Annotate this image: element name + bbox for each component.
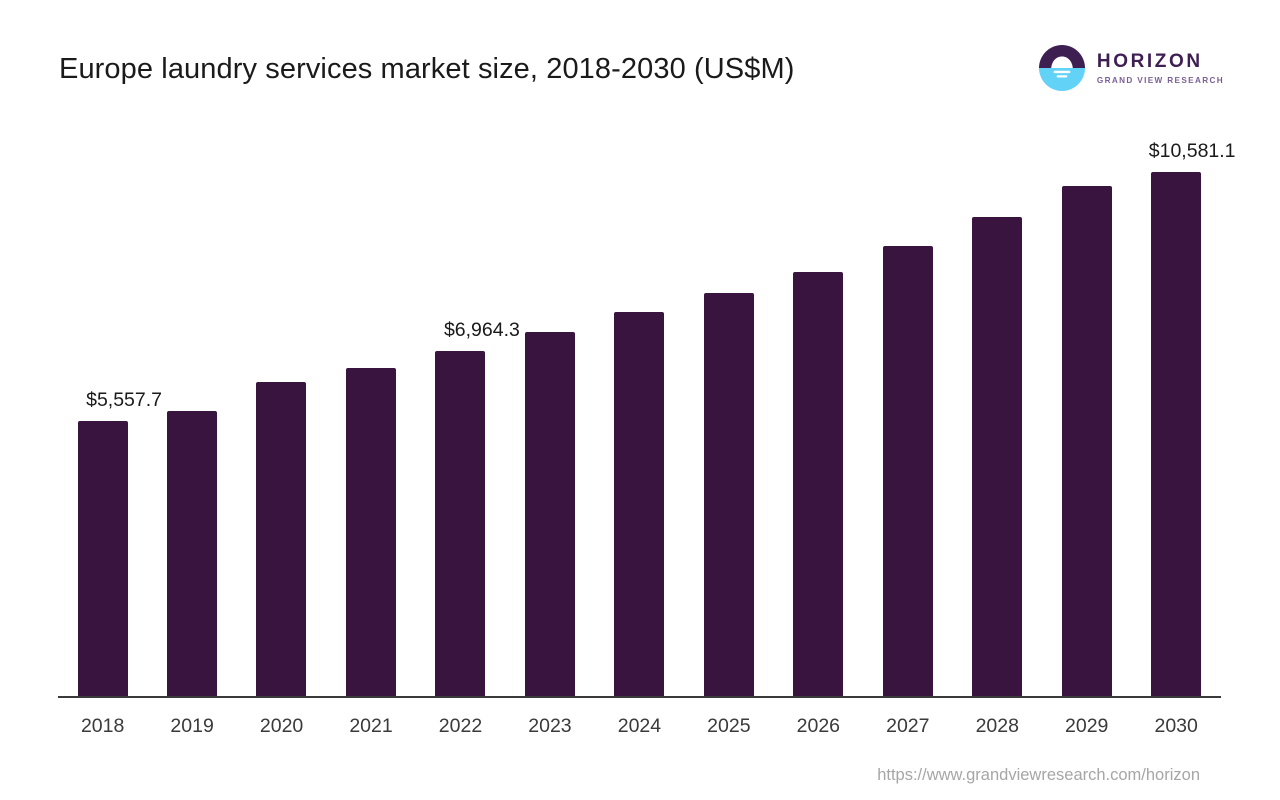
bar[interactable]	[166, 411, 217, 696]
brand-wordmark: HORIZON GRAND VIEW RESEARCH	[1097, 50, 1224, 87]
bar[interactable]	[614, 312, 665, 696]
x-axis-line	[58, 696, 1221, 698]
x-tick-2022: 2022	[438, 715, 483, 737]
bar-slot	[1042, 118, 1131, 696]
source-url: https://www.grandviewresearch.com/horizo…	[877, 766, 1200, 784]
bar-value-label: $10,581.1	[1148, 140, 1236, 162]
bar[interactable]	[793, 272, 844, 696]
bar-slot	[237, 118, 326, 696]
bar-slot	[595, 118, 684, 696]
x-tick-2021: 2021	[349, 715, 393, 737]
bar[interactable]	[256, 382, 307, 696]
bar[interactable]	[703, 293, 754, 696]
x-axis-tick-labels: 2018 2019 2020 2021 2022 2023 2024 2025 2026 2027…	[58, 712, 1221, 740]
bar[interactable]	[972, 217, 1023, 696]
bar-slot	[863, 118, 952, 696]
bar-slot	[505, 118, 594, 696]
horizon-sun-circle-icon	[1038, 44, 1086, 92]
bar-value-label: $5,557.7	[86, 389, 162, 411]
bar[interactable]	[1061, 186, 1112, 696]
x-tick-2025: 2025	[707, 715, 751, 737]
x-tick-2027: 2027	[886, 715, 930, 737]
x-tick-2020: 2020	[259, 715, 304, 737]
bar[interactable]	[1151, 172, 1202, 696]
bar-slot: $6,964.3	[416, 118, 520, 696]
bar[interactable]	[435, 351, 486, 696]
x-tick-2019: 2019	[170, 715, 214, 737]
x-tick-2030: 2030	[1154, 715, 1198, 737]
page-title: Europe laundry services market size, 201…	[59, 53, 795, 85]
bar[interactable]	[524, 332, 575, 696]
bar-slot: $5,557.7	[58, 118, 162, 696]
x-tick-2023: 2023	[528, 715, 572, 737]
bar[interactable]	[77, 421, 128, 696]
bar-slot	[774, 118, 863, 696]
x-tick-2028: 2028	[975, 715, 1019, 737]
bar-value-label: $6,964.3	[443, 319, 520, 341]
x-tick-2029: 2029	[1065, 715, 1109, 737]
x-tick-2024: 2024	[617, 715, 662, 737]
x-tick-2018: 2018	[80, 715, 125, 737]
x-tick-2026: 2026	[796, 715, 841, 737]
bar-slot	[326, 118, 415, 696]
bar-slot	[684, 118, 773, 696]
brand-name: HORIZON	[1096, 50, 1203, 72]
brand-tagline: GRAND VIEW RESEARCH	[1096, 75, 1224, 85]
bar-slot	[953, 118, 1042, 696]
chart-plot-area: $5,557.7 $6,964.3 $10,581.1	[58, 118, 1236, 698]
bar[interactable]	[345, 368, 396, 696]
bar-slot	[147, 118, 236, 696]
brand-logo[interactable]: HORIZON GRAND VIEW RESEARCH	[1038, 44, 1224, 92]
bar[interactable]	[882, 246, 933, 696]
bar-slot: $10,581.1	[1132, 118, 1236, 696]
